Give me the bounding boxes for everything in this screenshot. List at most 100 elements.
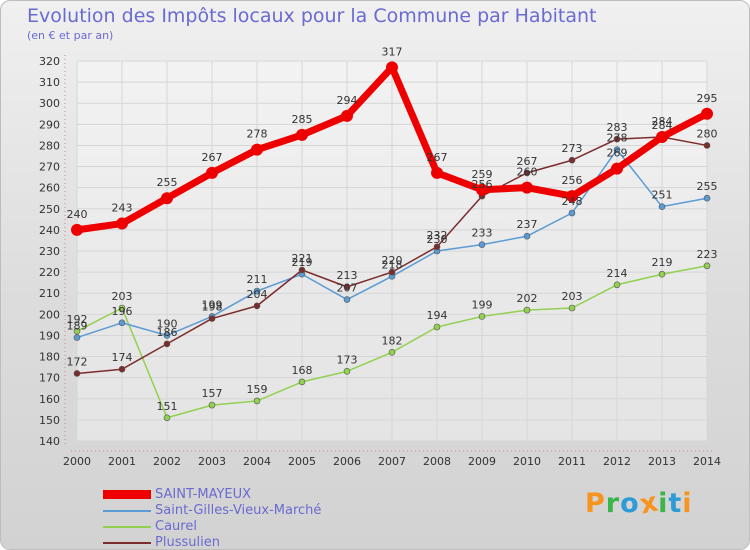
data-label: 317 — [382, 45, 403, 58]
data-label: 186 — [157, 326, 178, 339]
data-label: 267 — [427, 151, 448, 164]
data-point — [208, 401, 216, 409]
x-tick-label: 2001 — [108, 455, 136, 468]
data-label: 174 — [112, 351, 133, 364]
data-label: 168 — [292, 364, 313, 377]
data-point — [343, 283, 351, 291]
data-label: 203 — [112, 290, 133, 303]
data-label: 214 — [607, 267, 628, 280]
data-label: 159 — [247, 383, 268, 396]
x-tick-label: 2000 — [63, 455, 91, 468]
x-tick-label: 2014 — [693, 455, 721, 468]
data-point — [523, 232, 531, 240]
logo-letter: P — [585, 488, 606, 519]
data-point — [116, 217, 128, 230]
data-label: 207 — [337, 282, 358, 295]
data-point — [71, 223, 83, 236]
data-label: 243 — [112, 202, 133, 215]
data-point — [433, 323, 441, 331]
data-label: 211 — [247, 273, 268, 286]
data-label: 283 — [607, 121, 628, 134]
data-label: 295 — [697, 92, 718, 105]
data-label: 221 — [292, 252, 313, 265]
data-label: 218 — [382, 258, 403, 271]
y-tick-label: 290 — [39, 118, 60, 131]
data-point — [388, 268, 396, 276]
data-point — [613, 135, 621, 143]
data-label: 256 — [472, 178, 493, 191]
x-tick-label: 2006 — [333, 455, 361, 468]
data-label: 196 — [112, 305, 133, 318]
legend-item: SAINT-MAYEUX — [103, 487, 363, 503]
y-tick-label: 150 — [39, 414, 60, 427]
data-point — [568, 304, 576, 312]
data-point — [163, 340, 171, 348]
data-label: 256 — [562, 174, 583, 187]
data-point — [703, 262, 711, 270]
y-tick-label: 320 — [39, 55, 60, 68]
data-point — [388, 349, 396, 356]
data-point — [118, 319, 126, 327]
y-tick-label: 270 — [39, 161, 60, 174]
y-tick-label: 210 — [39, 287, 60, 300]
data-point — [656, 131, 668, 143]
data-point — [658, 270, 666, 278]
data-label: 194 — [427, 309, 448, 322]
x-tick-label: 2008 — [423, 455, 451, 468]
data-label: 269 — [607, 147, 628, 160]
data-label: 267 — [517, 155, 538, 168]
data-label: 182 — [382, 334, 403, 347]
data-label: 223 — [697, 248, 718, 261]
data-point — [298, 378, 306, 386]
data-point — [476, 183, 488, 196]
data-point — [568, 209, 576, 217]
chart-title: Evolution des Impôts locaux pour la Comm… — [27, 5, 597, 27]
x-tick-label: 2005 — [288, 455, 316, 468]
data-label: 230 — [427, 233, 448, 246]
data-label: 278 — [247, 128, 268, 141]
data-point — [613, 281, 621, 289]
data-point — [431, 166, 443, 179]
data-label: 219 — [652, 256, 673, 269]
chart-legend: SAINT-MAYEUX Saint-Gilles-Vieux-Marché Cau… — [103, 487, 363, 550]
data-point — [253, 287, 261, 295]
data-label: 199 — [202, 298, 223, 311]
chart-subtitle: (en € et par an) — [27, 29, 114, 42]
data-point — [73, 327, 81, 335]
y-tick-label: 280 — [39, 139, 60, 152]
data-label: 204 — [247, 288, 268, 301]
x-tick-label: 2009 — [468, 455, 496, 468]
data-point — [566, 190, 578, 203]
legend-label: Plussulien — [155, 535, 220, 550]
data-point — [386, 61, 398, 74]
data-point — [118, 365, 126, 373]
data-point — [568, 156, 576, 164]
legend-item: Caurel — [103, 519, 363, 535]
y-tick-label: 230 — [39, 245, 60, 258]
logo-letter: o — [620, 488, 640, 519]
data-label: 284 — [652, 115, 673, 128]
data-label: 278 — [607, 132, 628, 145]
data-label: 260 — [517, 166, 538, 179]
data-label: 232 — [427, 229, 448, 242]
data-point — [433, 243, 441, 251]
x-tick-label: 2010 — [513, 455, 541, 468]
data-point — [703, 142, 711, 149]
legend-label: SAINT-MAYEUX — [155, 487, 252, 502]
data-label: 237 — [517, 218, 538, 231]
data-point — [478, 241, 486, 248]
data-label: 202 — [517, 292, 538, 305]
data-label: 240 — [67, 208, 88, 221]
legend-swatch — [103, 490, 151, 499]
x-tick-label: 2002 — [153, 455, 181, 468]
data-point — [701, 107, 713, 120]
x-tick-label: 2013 — [648, 455, 676, 468]
data-point — [251, 143, 263, 156]
data-label: 192 — [67, 313, 88, 326]
data-point — [163, 414, 171, 422]
legend-item: Saint-Gilles-Vieux-Marché — [103, 503, 363, 519]
data-label: 285 — [292, 113, 313, 126]
legend-swatch — [103, 510, 151, 512]
data-label: 203 — [562, 290, 583, 303]
